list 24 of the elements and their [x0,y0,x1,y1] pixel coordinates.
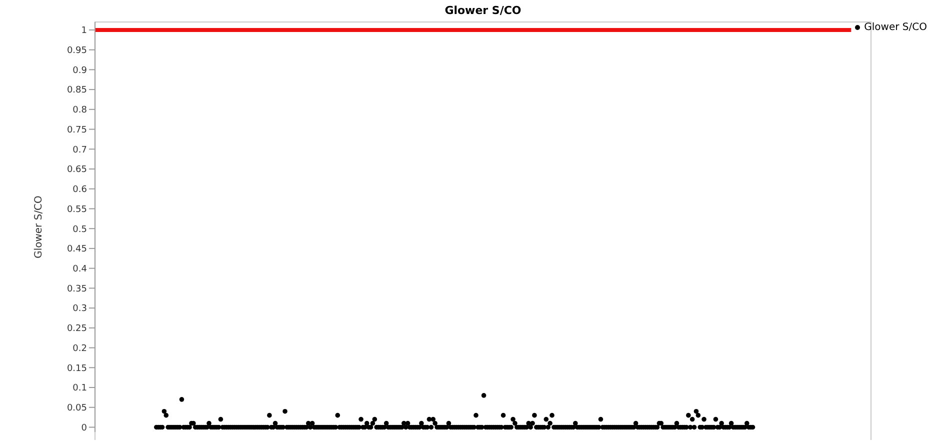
y-tick-label: 0.25 [66,324,87,334]
y-tick-label: 0.8 [72,106,88,116]
y-tick-label: 0.65 [66,165,87,176]
legend-label: Glower S/CO [864,22,927,33]
y-tick-label: 0.6 [72,185,88,196]
y-tick-label: 0.85 [66,86,87,96]
y-tick-label: 0.9 [72,66,88,76]
y-tick-label: 0.7 [72,145,87,156]
y-tick-label: 0 [81,423,88,434]
y-tick-label: 0.3 [72,304,87,314]
y-tick-label: 0.1 [72,384,87,394]
y-tick-label: 0.2 [72,344,87,354]
y-tick-label: 0.05 [66,404,87,414]
y-tick-label: 0.35 [66,284,87,294]
y-tick-label: 1 [81,26,87,36]
y-tick-label: 0.55 [66,204,87,215]
y-tick-label: 0.15 [66,364,87,374]
chart-title: Glower S/CO [444,4,522,17]
y-tick-label: 0.4 [72,264,88,275]
y-tick-label: 0.5 [72,224,87,235]
y-axis-title: Glower S/CO [34,195,45,258]
y-tick-label: 0.45 [66,244,87,255]
y-tick-label: 0.95 [66,46,87,56]
y-tick-label: 0.75 [66,125,87,136]
